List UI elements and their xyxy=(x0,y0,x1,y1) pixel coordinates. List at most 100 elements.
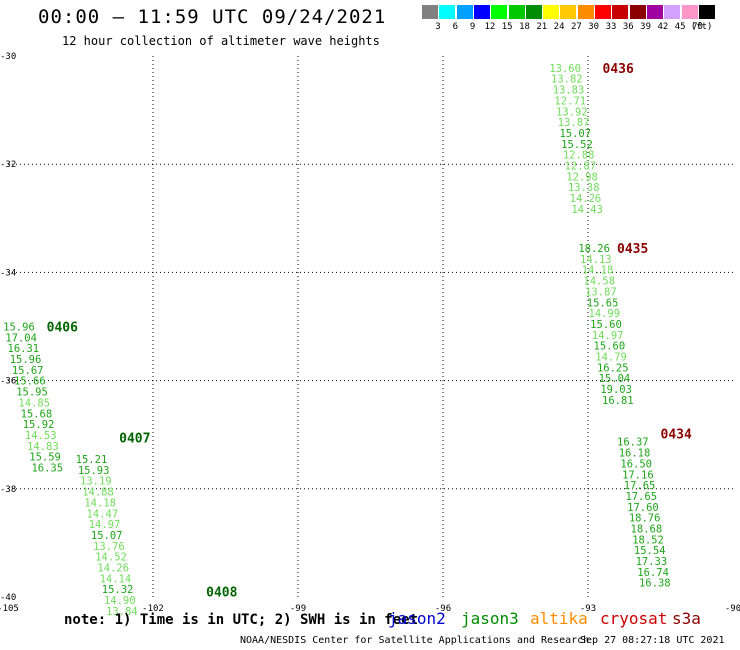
lon-tick-label: -99 xyxy=(290,604,306,614)
wave-height-value: 19.03 xyxy=(600,384,632,396)
units-note: note: 1) Time is in UTC; 2) SWH is in fe… xyxy=(64,612,419,628)
wave-height-value: 15.96 xyxy=(3,322,35,334)
lat-tick-label: -38 xyxy=(0,485,16,495)
wave-height-value: 17.33 xyxy=(636,556,668,568)
wave-height-value: 13.19 xyxy=(80,476,112,488)
wave-height-value: 16.18 xyxy=(619,448,651,460)
wave-height-value: 13.82 xyxy=(551,74,583,86)
lon-tick-label: -90 xyxy=(725,604,740,614)
wave-height-value: 15.93 xyxy=(78,465,110,477)
pass-time-label: 0407 xyxy=(119,431,150,446)
wave-height-value: 14.79 xyxy=(595,352,627,364)
color-swatch xyxy=(612,5,629,19)
color-swatch xyxy=(439,5,456,19)
wave-height-value: 17.04 xyxy=(5,332,37,344)
wave-height-value: 16.81 xyxy=(602,395,634,407)
pass-time-label: 0434 xyxy=(661,428,692,443)
color-scale-label: 24 xyxy=(553,22,565,32)
wave-height-value: 13.60 xyxy=(549,63,581,75)
color-scale-label: 45 xyxy=(674,22,686,32)
wave-height-value: 15.32 xyxy=(102,584,134,596)
lat-tick-label: -40 xyxy=(0,593,16,603)
wave-height-value: 17.16 xyxy=(622,469,654,481)
color-scale-label: 42 xyxy=(657,22,669,32)
wave-height-value: 15.96 xyxy=(10,354,42,366)
color-scale-label: 27 xyxy=(570,22,582,32)
color-scale-label: 39 xyxy=(640,22,652,32)
lat-tick-label: -32 xyxy=(0,160,16,170)
satellite-name: altika xyxy=(530,609,588,628)
wave-height-value: 13.83 xyxy=(553,85,585,97)
wave-height-value: 14.18 xyxy=(582,265,614,277)
wave-height-value: 15.04 xyxy=(599,373,631,385)
pass-time-label: 0408 xyxy=(206,586,237,601)
wave-height-value: 18.76 xyxy=(629,513,661,525)
satellite-name: jason3 xyxy=(461,609,519,628)
wave-height-value: 13.38 xyxy=(568,182,600,194)
satellite-name: jason2 xyxy=(388,609,446,628)
wave-height-value: 15.92 xyxy=(23,419,55,431)
color-swatch xyxy=(595,5,611,19)
wave-height-value: 17.65 xyxy=(624,480,656,492)
wave-height-value: 17.65 xyxy=(625,491,657,503)
footer-credit: NOAA/NESDIS Center for Satellite Applica… xyxy=(240,635,590,646)
color-scale-label: 33 xyxy=(605,22,617,32)
wave-height-value: 15.95 xyxy=(16,387,48,399)
wave-height-value: 13.76 xyxy=(93,541,125,553)
wave-height-value: 15.67 xyxy=(12,365,44,377)
wave-height-value: 16.37 xyxy=(617,437,649,449)
color-scale-label: 12 xyxy=(484,22,496,32)
color-scale-label: 15 xyxy=(501,22,513,32)
wave-height-value: 13.84 xyxy=(106,606,138,618)
color-swatch xyxy=(491,5,508,19)
lon-tick-label: -102 xyxy=(142,604,164,614)
wave-height-value: 16.25 xyxy=(597,362,629,374)
lon-tick-label: -96 xyxy=(435,604,451,614)
wave-height-value: 15.60 xyxy=(594,341,626,353)
satellite-name: cryosat xyxy=(600,609,668,628)
wave-height-value: 13.92 xyxy=(556,106,588,118)
wave-height-value: 14.99 xyxy=(588,308,620,320)
color-swatch xyxy=(646,5,663,19)
color-swatch xyxy=(508,5,525,19)
wave-height-value: 14.97 xyxy=(89,519,121,531)
wave-height-value: 14.18 xyxy=(84,497,116,509)
color-scale-label: 30 xyxy=(588,22,600,32)
color-scale-label: 70 xyxy=(692,22,703,32)
wave-height-value: 12.98 xyxy=(566,171,598,183)
wave-height-value: 14.85 xyxy=(18,397,50,409)
wave-height-value: 14.13 xyxy=(580,254,612,266)
color-swatch xyxy=(543,5,560,19)
wave-height-value: 12.71 xyxy=(554,95,586,107)
wave-height-value: 15.21 xyxy=(76,454,108,466)
wave-height-value: 15.54 xyxy=(634,545,666,557)
wave-height-value: 14.52 xyxy=(95,552,127,564)
color-swatch xyxy=(473,5,490,19)
wave-height-value: 15.07 xyxy=(559,128,591,140)
wave-height-value: 18.26 xyxy=(578,243,610,255)
color-swatch xyxy=(560,5,577,19)
satellite-name: s3a xyxy=(672,609,701,628)
wave-height-value: 16.74 xyxy=(637,567,669,579)
wave-height-value: 14.53 xyxy=(25,430,57,442)
wave-height-value: 14.83 xyxy=(27,441,59,453)
pass-time-label: 0435 xyxy=(617,242,648,257)
wave-height-value: 14.58 xyxy=(583,276,615,288)
color-swatch xyxy=(577,5,594,19)
pass-time-label: 0436 xyxy=(603,62,634,77)
lat-tick-label: -34 xyxy=(0,268,16,278)
color-scale-unit: (ft) xyxy=(690,22,713,32)
color-swatch xyxy=(698,5,715,19)
lat-tick-label: -36 xyxy=(0,377,16,387)
wave-height-value: 14.43 xyxy=(571,204,603,216)
wave-height-value: 13.87 xyxy=(585,286,617,298)
color-swatch xyxy=(422,5,438,19)
wave-height-value: 15.59 xyxy=(29,452,61,464)
color-scale-label: 21 xyxy=(536,22,548,32)
color-scale-label: 9 xyxy=(469,22,476,32)
lat-tick-label: -30 xyxy=(0,52,16,62)
wave-height-value: 14.26 xyxy=(97,563,129,575)
wave-height-value: 14.47 xyxy=(87,508,119,520)
color-scale-label: 3 xyxy=(435,22,441,32)
